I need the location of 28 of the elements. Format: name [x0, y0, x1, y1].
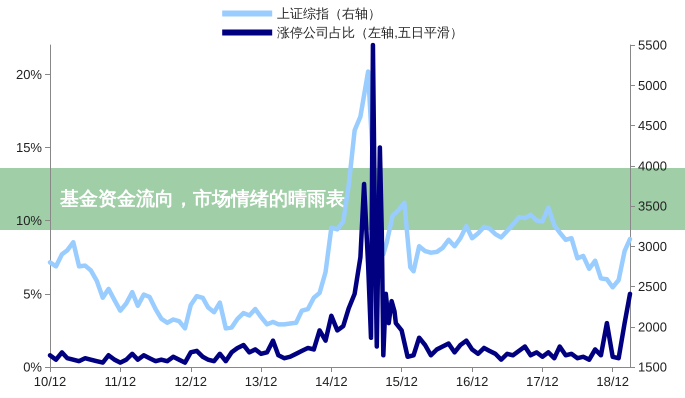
x-tick-label: 17/12 — [526, 374, 559, 389]
x-tick-label: 12/12 — [174, 374, 208, 389]
y2-tick-label: 3500 — [638, 198, 667, 214]
y-tick-label: 15% — [16, 140, 42, 155]
x-tick-label: 15/12 — [385, 374, 418, 389]
legend-label: 涨停公司占比（左轴,五日平滑） — [277, 25, 463, 40]
y2-tick-label: 5000 — [638, 78, 667, 93]
y2-tick-label: 4000 — [638, 158, 667, 174]
y2-tick-label: 4500 — [638, 118, 667, 133]
y-tick-label: 5% — [23, 286, 42, 302]
y2-tick-label: 5500 — [638, 38, 667, 52]
x-tick-label: 14/12 — [315, 374, 348, 389]
legend-label: 上证综指（右轴） — [277, 6, 382, 21]
y2-tick-label: 2000 — [638, 319, 667, 334]
y2-tick-label: 3000 — [638, 238, 667, 254]
y-tick-label: 0% — [23, 360, 42, 374]
x-tick-label: 11/12 — [104, 374, 136, 389]
x-tick-label: 16/12 — [456, 374, 488, 389]
text: 基金资金流向，市场情绪的晴雨表 — [60, 188, 345, 210]
line-series — [48, 69, 632, 331]
line-series — [48, 42, 632, 365]
y-tick-label: 10% — [16, 213, 42, 228]
y2-tick-label: 1500 — [638, 360, 667, 374]
x-tick-label: 13/12 — [244, 374, 278, 389]
x-tick-label: 18/12 — [596, 374, 629, 389]
y2-tick-label: 2500 — [638, 279, 667, 294]
y-tick-label: 20% — [16, 66, 42, 82]
x-tick-label: 10/12 — [34, 374, 66, 389]
